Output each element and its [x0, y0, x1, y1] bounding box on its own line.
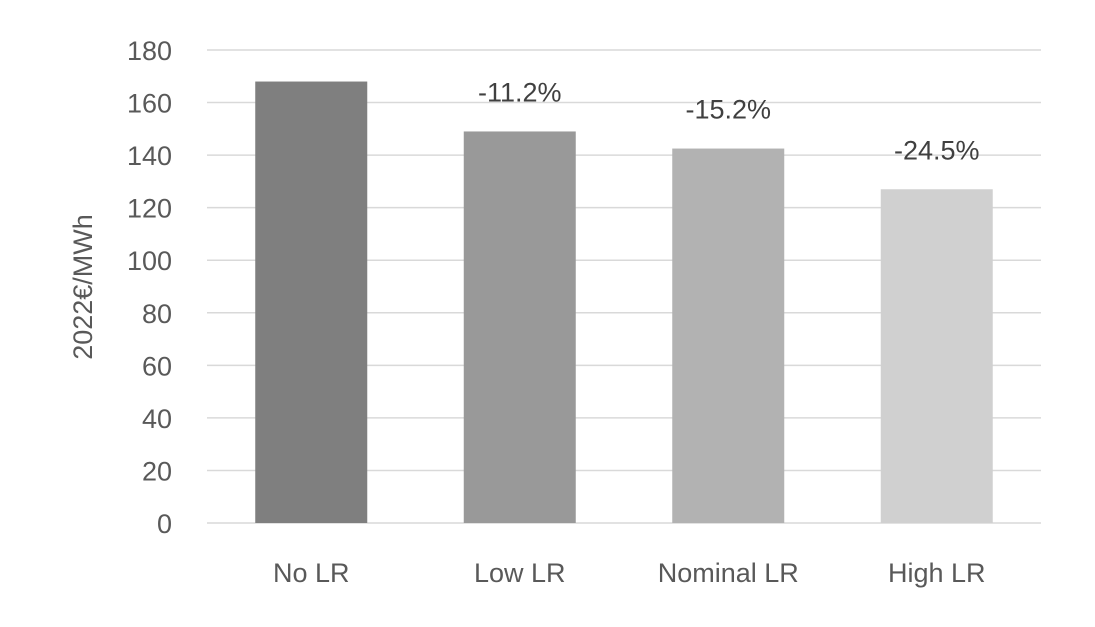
bars [255, 81, 993, 524]
bar [880, 189, 993, 523]
y-tick-label: 80 [142, 299, 172, 329]
y-tick-label: 40 [142, 404, 172, 434]
bar [672, 148, 785, 523]
bar [255, 81, 368, 524]
bar [463, 131, 576, 523]
x-category-label: Nominal LR [658, 558, 799, 588]
y-tick-label: 0 [157, 509, 172, 539]
y-tick-label: 60 [142, 351, 172, 381]
x-category-label: Low LR [474, 558, 566, 588]
y-tick-label: 20 [142, 456, 172, 486]
x-category-label: No LR [273, 558, 350, 588]
y-tick-label: 160 [127, 89, 172, 119]
x-axis-category-labels: No LR Low LR Nominal LR High LR [273, 558, 986, 588]
y-tick-label: 120 [127, 194, 172, 224]
y-tick-label: 180 [127, 36, 172, 66]
data-label: -24.5% [894, 135, 980, 165]
x-category-label: High LR [888, 558, 986, 588]
data-labels: -11.2% -15.2% -24.5% [478, 77, 980, 165]
data-label: -15.2% [685, 95, 771, 125]
y-axis-tick-labels: 0 20 40 60 80 100 120 140 160 180 [127, 36, 172, 539]
y-tick-label: 100 [127, 246, 172, 276]
data-label: -11.2% [478, 77, 562, 107]
y-axis-title: 2022€/MWh [68, 214, 98, 360]
y-tick-label: 140 [127, 141, 172, 171]
